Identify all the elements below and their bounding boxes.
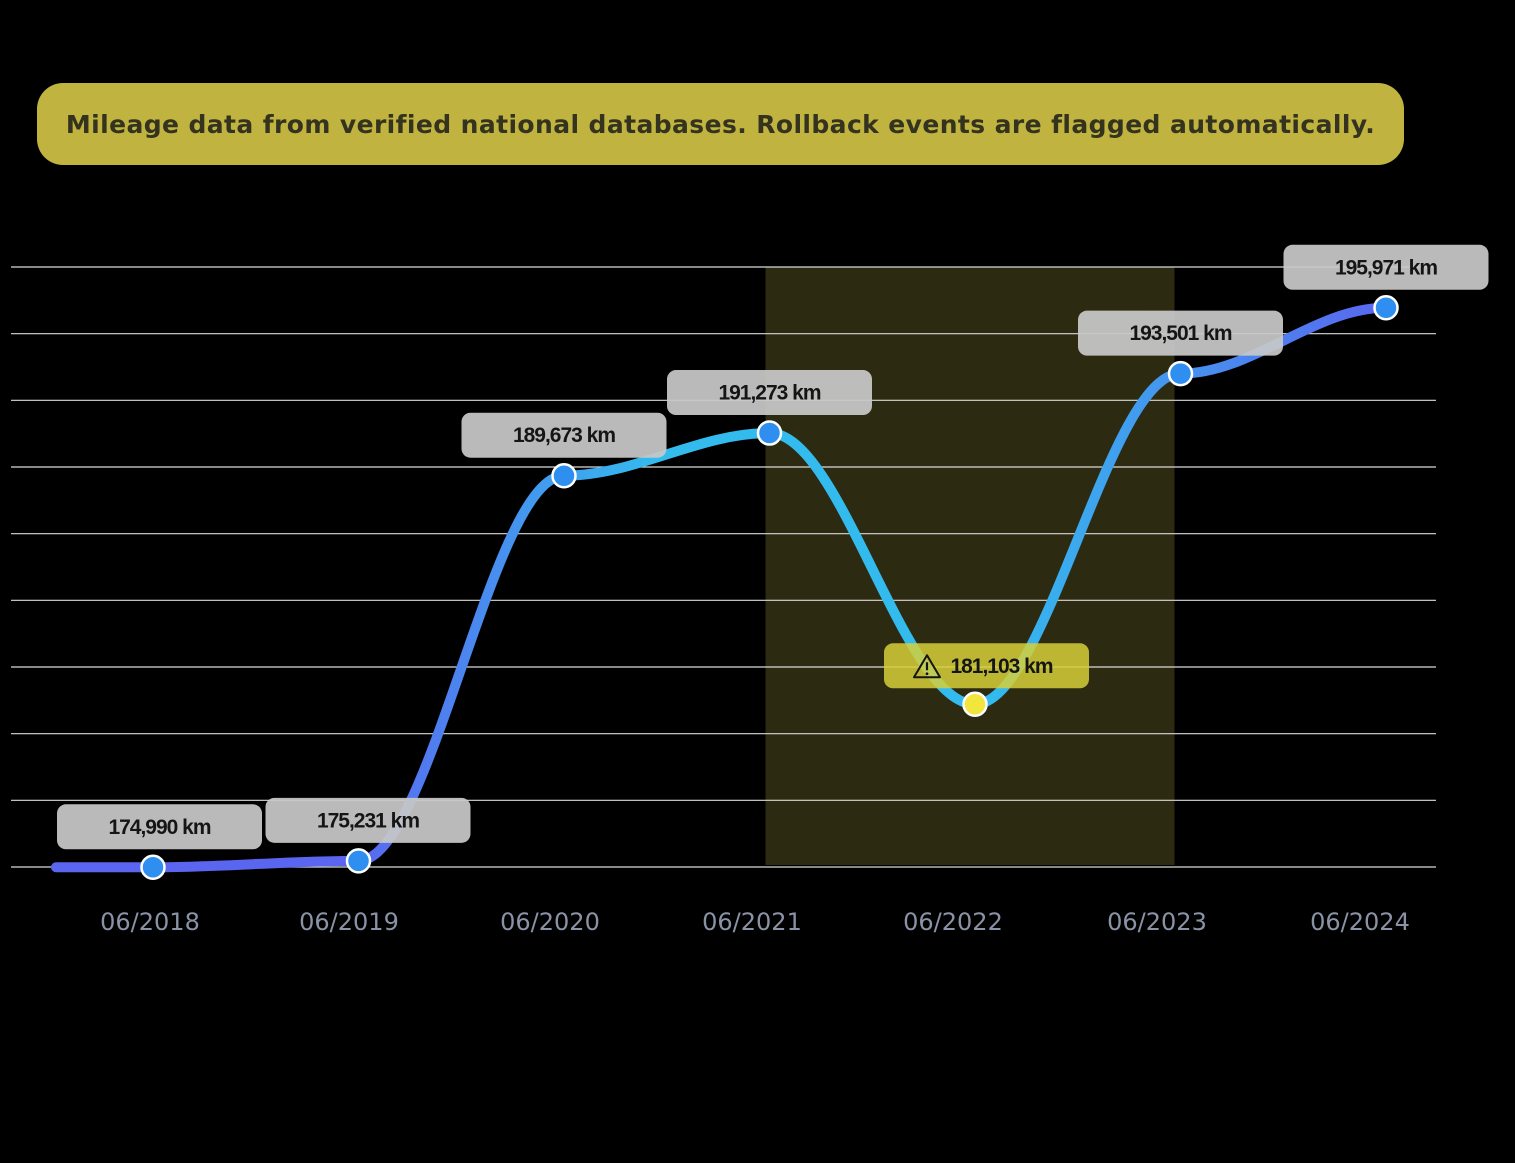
value-label: 195,971 km (1283, 244, 1489, 290)
data-point[interactable] (1373, 295, 1399, 321)
x-tick-label: 06/2022 (903, 908, 1003, 936)
value-label: 193,501 km (1078, 310, 1283, 356)
value-label: 174,990 km (57, 804, 262, 850)
data-point[interactable] (756, 420, 783, 446)
value-label-box (1078, 310, 1283, 356)
value-label-text: 191,273 km (718, 382, 820, 405)
x-tick-label: 06/2024 (1310, 908, 1410, 936)
x-tick-label: 06/2021 (702, 908, 802, 936)
value-label-box (1283, 244, 1489, 290)
info-banner-text: Mileage data from verified national data… (65, 109, 1376, 139)
value-label-text: 174,990 km (108, 816, 210, 839)
value-label-box (265, 797, 471, 843)
value-label: 175,231 km (265, 797, 471, 843)
value-label-box (667, 370, 872, 416)
warning-icon (913, 654, 941, 679)
x-tick-label: 06/2019 (299, 908, 399, 936)
x-tick-label: 06/2020 (500, 908, 600, 936)
value-label-text: 181,103 km (950, 655, 1052, 678)
rollback-period-band (765, 267, 1175, 865)
value-label-text: 193,501 km (1129, 322, 1231, 345)
data-point[interactable] (140, 854, 166, 881)
info-banner: Mileage data from verified national data… (37, 83, 1404, 165)
value-label-text: 189,673 km (513, 424, 615, 447)
value-label-text: 195,971 km (1335, 256, 1437, 279)
value-label: 191,273 km (667, 370, 872, 416)
data-point[interactable] (551, 462, 577, 489)
value-label-box (57, 804, 262, 850)
rollback-value-label: 181,103 km (884, 643, 1089, 689)
x-tick-label: 06/2018 (100, 908, 200, 936)
value-label-text: 175,231 km (317, 809, 419, 832)
x-tick-label: 06/2023 (1107, 908, 1207, 936)
value-label: 189,673 km (461, 412, 667, 458)
data-point[interactable] (345, 848, 372, 874)
data-point[interactable] (1167, 360, 1194, 387)
rollback-data-point[interactable] (962, 691, 988, 718)
value-label-box (461, 412, 667, 458)
